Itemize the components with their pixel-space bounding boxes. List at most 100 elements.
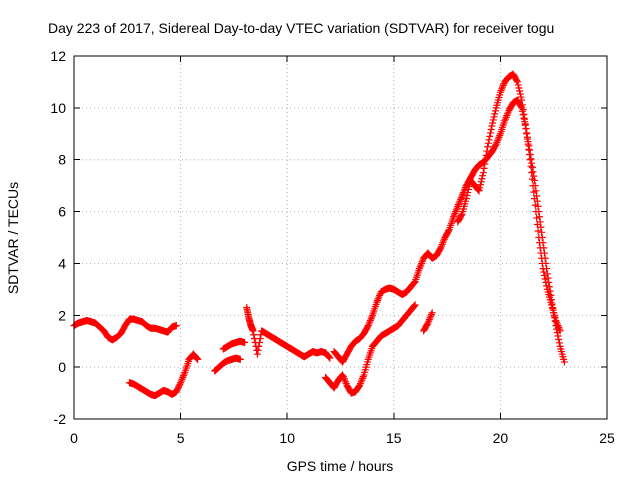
data-point-marker [533, 197, 541, 205]
data-point-marker [532, 187, 540, 195]
data-point-marker [538, 228, 546, 236]
data-point-marker [236, 355, 244, 363]
data-point-marker [439, 239, 447, 247]
data-point-marker [375, 293, 383, 301]
series-segment-7 [330, 96, 564, 366]
data-series [70, 70, 568, 400]
series-segment-2 [125, 350, 202, 400]
data-point-marker [545, 278, 553, 286]
data-point-marker [548, 300, 556, 308]
data-point-marker [453, 204, 461, 212]
x-tick-label: 5 [177, 430, 185, 446]
data-point-marker [478, 175, 486, 183]
data-point-marker [192, 354, 200, 362]
data-point-marker [255, 342, 263, 350]
data-point-marker [538, 234, 546, 241]
data-point-marker [491, 110, 499, 118]
data-point-marker [374, 295, 382, 303]
data-point-marker [517, 93, 525, 101]
y-tick-label: 8 [58, 152, 66, 168]
data-point-marker [502, 113, 510, 121]
x-tick-label: 0 [70, 430, 78, 446]
data-point-marker [464, 189, 472, 197]
data-point-marker [476, 184, 484, 192]
data-point-marker [524, 138, 532, 146]
data-point-marker [194, 355, 202, 363]
data-point-marker [499, 81, 507, 89]
data-point-marker [477, 178, 485, 186]
data-point-marker [540, 244, 548, 252]
x-tick-label: 25 [599, 430, 615, 446]
data-point-marker [341, 376, 349, 384]
data-point-marker [481, 156, 489, 164]
data-point-marker [483, 147, 491, 155]
data-point-marker [457, 195, 465, 203]
data-point-marker [528, 163, 536, 171]
data-point-marker [496, 132, 504, 140]
data-point-marker [440, 237, 448, 245]
data-point-marker [485, 136, 493, 144]
data-point-marker [513, 78, 521, 86]
series-segment-4 [219, 337, 249, 353]
data-point-marker [339, 371, 347, 379]
data-point-marker [539, 239, 547, 247]
data-point-marker [454, 202, 462, 210]
data-point-marker [367, 315, 375, 323]
data-point-marker [550, 313, 558, 321]
y-tick-label: 2 [58, 307, 66, 323]
y-tick-label: 10 [50, 100, 66, 116]
data-point-marker [534, 202, 542, 210]
data-point-marker [477, 181, 485, 189]
data-point-marker [544, 274, 552, 282]
data-point-marker [537, 223, 545, 231]
data-point-marker [531, 176, 539, 184]
y-tick-label: 4 [58, 255, 66, 271]
data-point-marker [253, 350, 261, 358]
data-point-marker [560, 358, 568, 366]
data-point-marker [534, 227, 542, 235]
y-tick-label: 6 [58, 204, 66, 220]
data-point-marker [535, 213, 543, 221]
data-point-marker [523, 133, 531, 141]
data-point-marker [475, 187, 483, 195]
data-point-marker [418, 258, 426, 266]
data-point-marker [479, 169, 487, 177]
data-point-marker [555, 339, 563, 347]
data-point-marker [533, 192, 541, 200]
data-point-marker [553, 318, 561, 326]
x-tick-label: 20 [493, 430, 509, 446]
data-point-marker [454, 201, 462, 209]
data-point-marker [366, 316, 374, 324]
data-point-marker [255, 339, 263, 347]
data-point-marker [530, 172, 538, 180]
data-point-marker [356, 380, 364, 388]
data-point-marker [173, 386, 181, 394]
data-point-marker [423, 320, 431, 328]
chart-title: Day 223 of 2017, Sidereal Day-to-day VTE… [48, 20, 554, 36]
data-point-marker [518, 101, 526, 109]
data-point-marker [438, 240, 446, 248]
data-point-marker [427, 310, 435, 318]
data-point-marker [549, 304, 557, 312]
data-point-marker [525, 142, 533, 150]
data-point-marker [486, 129, 494, 137]
data-point-marker [551, 317, 559, 325]
data-point-marker [552, 322, 560, 330]
data-point-marker [541, 254, 549, 262]
data-point-marker [428, 309, 436, 317]
data-point-marker [536, 218, 544, 226]
data-point-marker [359, 373, 367, 381]
series-segment-5 [243, 304, 334, 362]
data-point-marker [489, 116, 497, 124]
data-point-marker [513, 77, 521, 85]
data-point-marker [487, 125, 495, 133]
series-segment-8 [420, 309, 436, 335]
data-point-marker [526, 146, 534, 154]
data-point-marker [491, 107, 499, 115]
data-point-marker [436, 245, 444, 253]
data-point-marker [540, 249, 548, 257]
data-point-marker [528, 159, 536, 167]
data-point-marker [193, 355, 201, 362]
data-point-marker [495, 133, 503, 141]
data-point-marker [179, 374, 187, 382]
